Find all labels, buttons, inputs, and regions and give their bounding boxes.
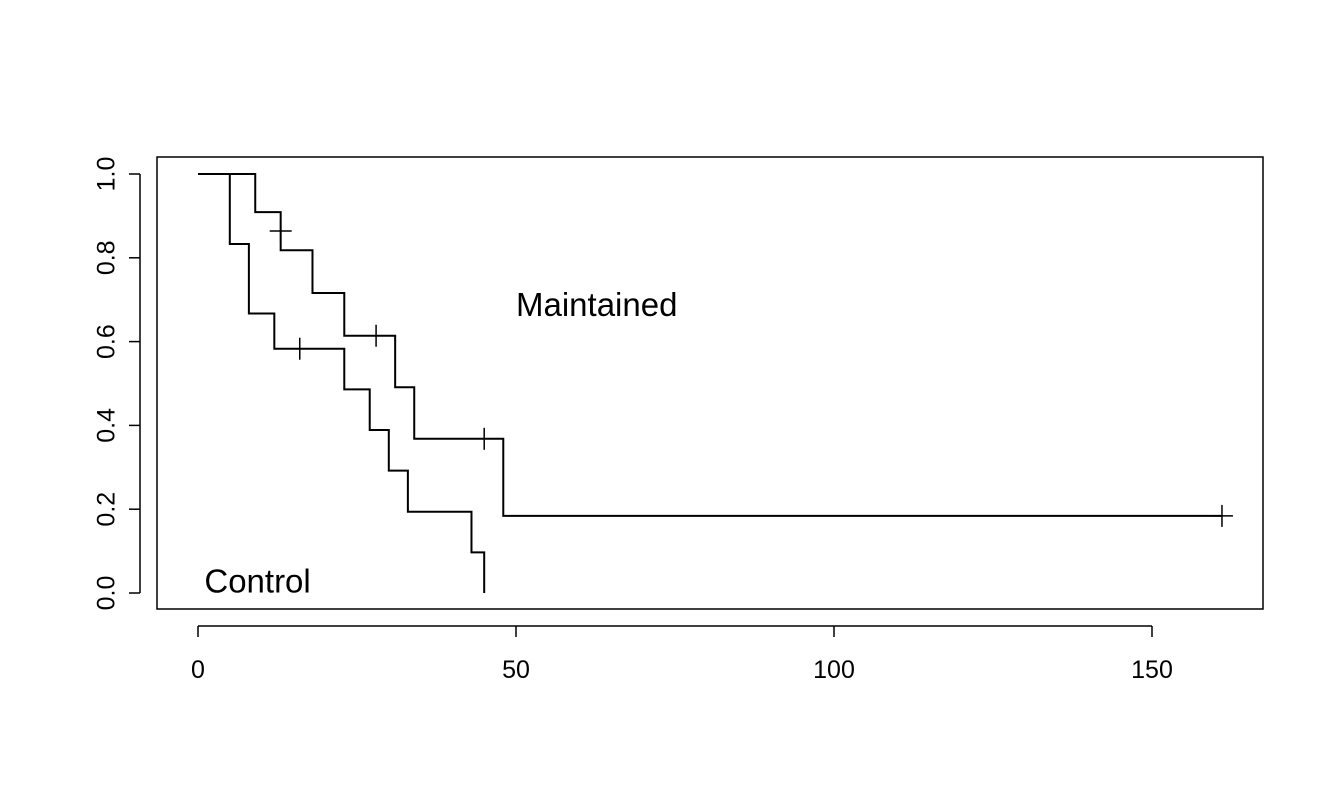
- plot-frame: [156, 156, 1264, 610]
- y-axis: 0.0 0.2 0.4 0.6 0.8 1.0: [93, 157, 141, 611]
- x-tick-label: 0: [191, 656, 205, 684]
- y-tick-label: 0.0: [93, 576, 121, 611]
- y-tick-label: 0.8: [93, 240, 121, 275]
- censor-mark: [473, 427, 496, 450]
- censor-mark: [365, 324, 388, 347]
- survival-curve-0: [198, 173, 1222, 517]
- y-tick-label: 1.0: [93, 157, 121, 192]
- survival-curve-1: [198, 173, 486, 593]
- annotations: Maintained Control: [204, 286, 677, 600]
- censor-mark: [269, 219, 292, 242]
- x-tick-label: 100: [813, 656, 855, 684]
- y-tick-label: 0.4: [93, 408, 121, 443]
- survival-curves: [198, 173, 1222, 593]
- censor-mark: [288, 337, 311, 360]
- x-tick-label: 50: [502, 656, 530, 684]
- x-tick-label: 150: [1131, 656, 1173, 684]
- censor-marks: [269, 219, 1233, 527]
- censor-mark: [1210, 504, 1233, 527]
- x-axis: 0 50 100 150: [191, 625, 1173, 684]
- curve-label: Maintained: [516, 286, 677, 323]
- y-tick-label: 0.6: [93, 324, 121, 359]
- curve-label: Control: [204, 562, 310, 599]
- y-tick-label: 0.2: [93, 492, 121, 527]
